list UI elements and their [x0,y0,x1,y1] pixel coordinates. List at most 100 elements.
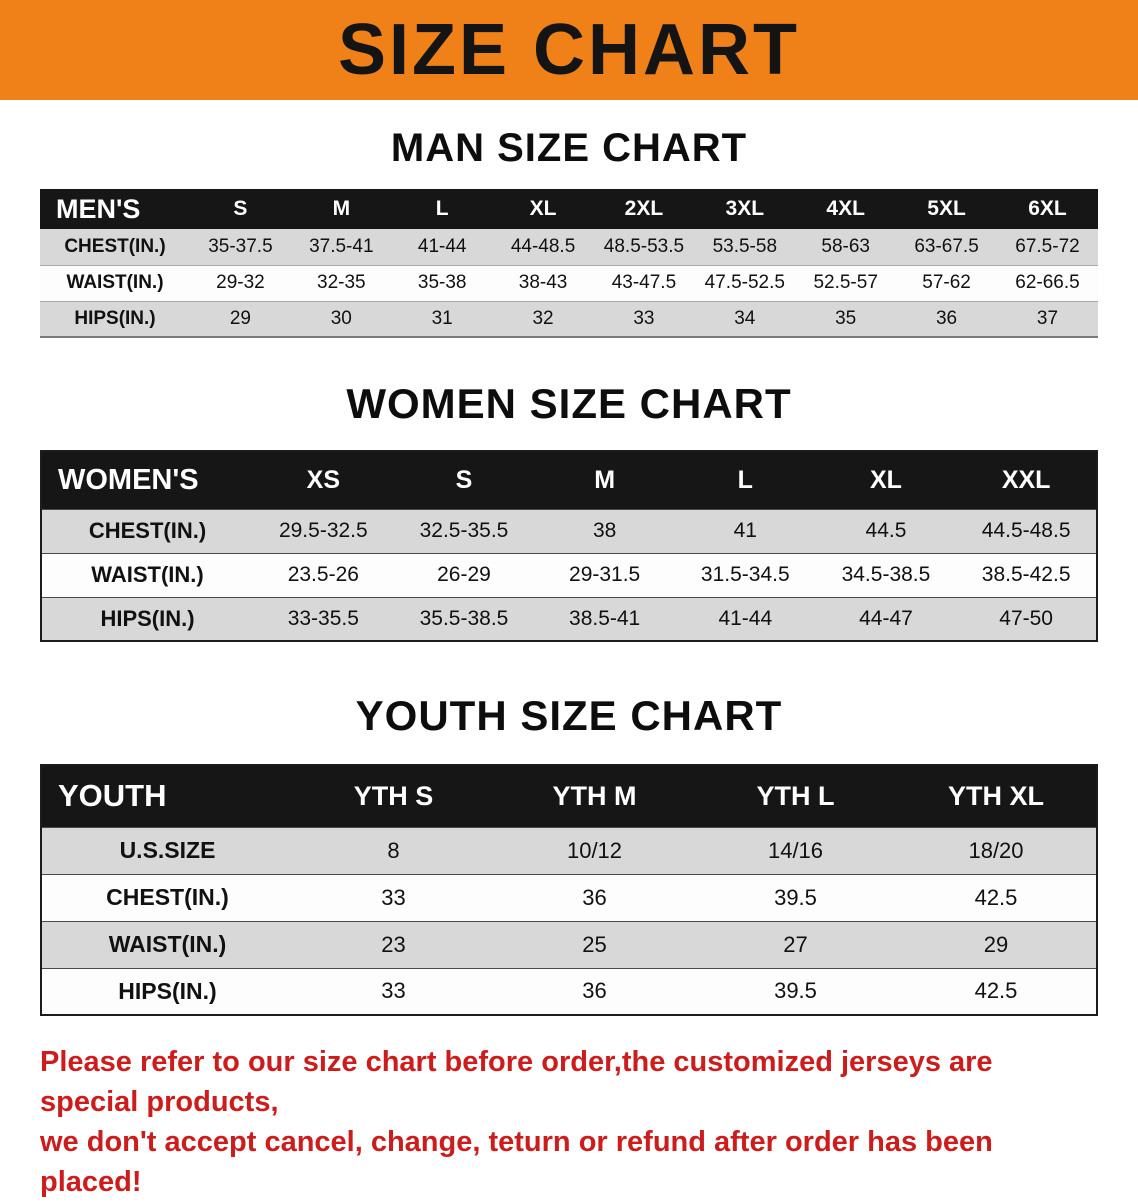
table-row: U.S.SIZE 8 10/12 14/16 18/20 [41,827,1097,874]
women-table-header-row: WOMEN'S XS S M L XL XXL [41,451,1097,509]
table-corner-label: MEN'S [40,189,190,229]
size-value-cell: 18/20 [968,837,1024,863]
size-value-cell: 58-63 [821,235,870,257]
size-value-cell: 44-47 [859,606,913,630]
size-value-cell: 27 [783,931,808,957]
size-value-cell: 36 [582,884,607,910]
table-row: HIPS(IN.) 33 36 39.5 42.5 [41,968,1097,1015]
size-column-header: YTH S [293,765,494,827]
size-value-cell: 52.5-57 [813,272,878,293]
size-value-cell: 38-43 [518,272,568,293]
size-value-cell: 31 [431,307,453,329]
women-size-table: WOMEN'S XS S M L XL XXL CHEST(IN.) 29.5-32.5 32.… [40,450,1098,642]
disclaimer-text: Please refer to our size chart before or… [40,1042,1098,1202]
size-value-cell: 39.5 [774,884,817,910]
disclaimer-line-2: we don't accept cancel, change, teturn o… [40,1126,993,1199]
size-value-cell: 23.5-26 [287,563,359,586]
size-value-cell: 63-67.5 [914,235,979,257]
table-corner-label: YOUTH [41,765,293,827]
size-value-cell: 39.5 [774,978,817,1004]
size-value-cell: 35-37.5 [208,235,273,257]
size-value-cell: 67.5-72 [1015,235,1080,257]
size-column-header: M [534,451,675,509]
size-chart-banner: SIZE CHART [0,0,1138,100]
size-value-cell: 30 [330,307,352,329]
size-column-header: L [391,189,493,229]
measurement-label: HIPS(IN.) [118,977,217,1004]
size-column-header: YTH M [494,765,695,827]
size-value-cell: 37 [1036,307,1059,329]
size-column-header: XXL [956,451,1097,509]
table-row: WAIST(IN.) 23 25 27 29 [41,921,1097,968]
table-row: CHEST(IN.) 35-37.5 37.5-41 41-44 44-48.5 48.5… [40,229,1098,265]
size-value-cell: 37.5-41 [309,235,374,257]
size-value-cell: 38.5-42.5 [981,563,1071,586]
table-row: CHEST(IN.) 33 36 39.5 42.5 [41,874,1097,921]
size-column-header: XL [815,451,957,509]
size-value-cell: 26-29 [437,563,491,586]
size-value-cell: 35 [835,307,857,329]
size-column-header: 6XL [997,189,1098,229]
size-value-cell: 29-32 [216,272,265,293]
table-corner-label: WOMEN'S [41,451,253,509]
measurement-label: CHEST(IN.) [64,235,166,257]
size-value-cell: 38 [592,519,617,542]
size-value-cell: 29 [229,307,251,329]
measurement-label: HIPS(IN.) [74,307,156,329]
men-size-section: MAN SIZE CHART MEN'S S M L XL 2XL 3XL 4XL 5XL 6XL… [0,126,1138,338]
size-value-cell: 38.5-41 [569,606,641,630]
size-value-cell: 44-48.5 [510,235,576,257]
table-row: CHEST(IN.) 29.5-32.5 32.5-35.5 38 41 44.5 44.5… [41,509,1097,553]
size-value-cell: 23 [381,931,406,957]
size-column-header: S [393,451,535,509]
size-column-header: 4XL [795,189,897,229]
size-column-header: YTH L [695,765,896,827]
size-column-header: M [290,189,392,229]
women-size-chart-heading: WOMEN SIZE CHART [346,380,792,427]
men-size-chart-heading: MAN SIZE CHART [390,126,748,170]
size-value-cell: 8 [387,837,400,863]
size-value-cell: 53.5-58 [712,235,778,257]
measurement-label: CHEST(IN.) [106,884,229,910]
size-value-cell: 34.5-38.5 [841,563,931,586]
size-value-cell: 29.5-32.5 [278,519,368,542]
size-value-cell: 62-66.5 [1015,272,1080,293]
size-value-cell: 29 [983,931,1009,957]
size-value-cell: 44.5-48.5 [981,519,1071,542]
size-value-cell: 36 [935,307,958,329]
page-title: SIZE CHART [338,10,800,90]
measurement-label: WAIST(IN.) [91,562,204,587]
size-value-cell: 33 [381,978,406,1004]
size-value-cell: 42.5 [974,978,1018,1004]
size-value-cell: 33-35.5 [287,606,359,630]
size-value-cell: 29-31.5 [569,563,641,586]
size-column-header: YTH XL [896,765,1097,827]
size-value-cell: 44.5 [865,519,907,542]
table-row: WAIST(IN.) 29-32 32-35 35-38 38-43 43-47.5 47.… [40,265,1098,301]
size-column-header: L [674,451,816,509]
table-row: HIPS(IN.) 33-35.5 35.5-38.5 38.5-41 41-44 44-… [41,597,1097,641]
size-value-cell: 36 [582,978,607,1004]
table-row: WAIST(IN.) 23.5-26 26-29 29-31.5 31.5-34.5 34… [41,553,1097,597]
size-value-cell: 47-50 [999,606,1053,630]
disclaimer-line-1: Please refer to our size chart before or… [40,1046,993,1119]
size-value-cell: 41 [733,519,757,542]
size-value-cell: 10/12 [566,837,623,863]
size-value-cell: 32 [532,307,554,329]
men-size-table: MEN'S S M L XL 2XL 3XL 4XL 5XL 6XL CHEST(IN.) 35-3… [40,189,1098,338]
size-value-cell: 47.5-52.5 [704,272,785,293]
size-value-cell: 41-44 [718,606,773,630]
size-column-header: XS [253,451,394,509]
size-value-cell: 32-35 [317,272,366,293]
size-value-cell: 35-38 [417,272,467,293]
size-value-cell: 33 [633,307,655,329]
size-column-header: S [190,189,291,229]
men-table-header-row: MEN'S S M L XL 2XL 3XL 4XL 5XL 6XL [40,189,1098,229]
youth-size-chart-heading: YOUTH SIZE CHART [355,692,783,739]
size-column-header: 3XL [694,189,796,229]
size-value-cell: 57-62 [922,272,971,293]
measurement-label: U.S.SIZE [119,837,216,863]
size-value-cell: 48.5-53.5 [603,235,685,257]
measurement-label: CHEST(IN.) [88,518,207,543]
size-column-header: XL [492,189,594,229]
